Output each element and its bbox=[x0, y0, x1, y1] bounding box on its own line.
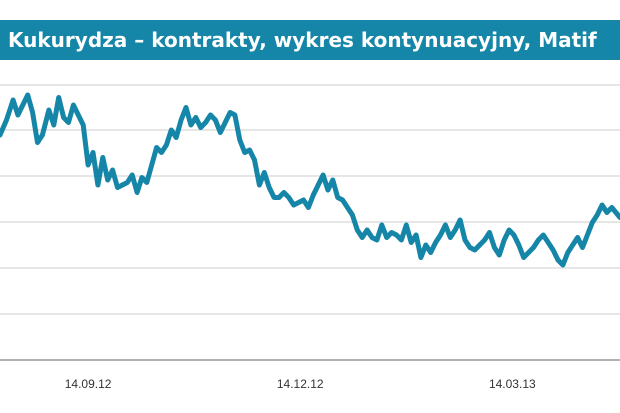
x-tick-labels: 14.09.12 14.12.12 14.03.13 bbox=[65, 377, 536, 391]
grid-lines bbox=[0, 84, 620, 361]
x-tick-label: 14.03.13 bbox=[489, 377, 536, 391]
chart-title-bar: Kukurydza – kontrakty, wykres kontynuacy… bbox=[0, 20, 620, 60]
x-tick-label: 14.12.12 bbox=[277, 377, 324, 391]
x-tick-label: 14.09.12 bbox=[65, 377, 112, 391]
series-line bbox=[0, 92, 620, 268]
chart-title: Kukurydza – kontrakty, wykres kontynuacy… bbox=[8, 28, 597, 52]
